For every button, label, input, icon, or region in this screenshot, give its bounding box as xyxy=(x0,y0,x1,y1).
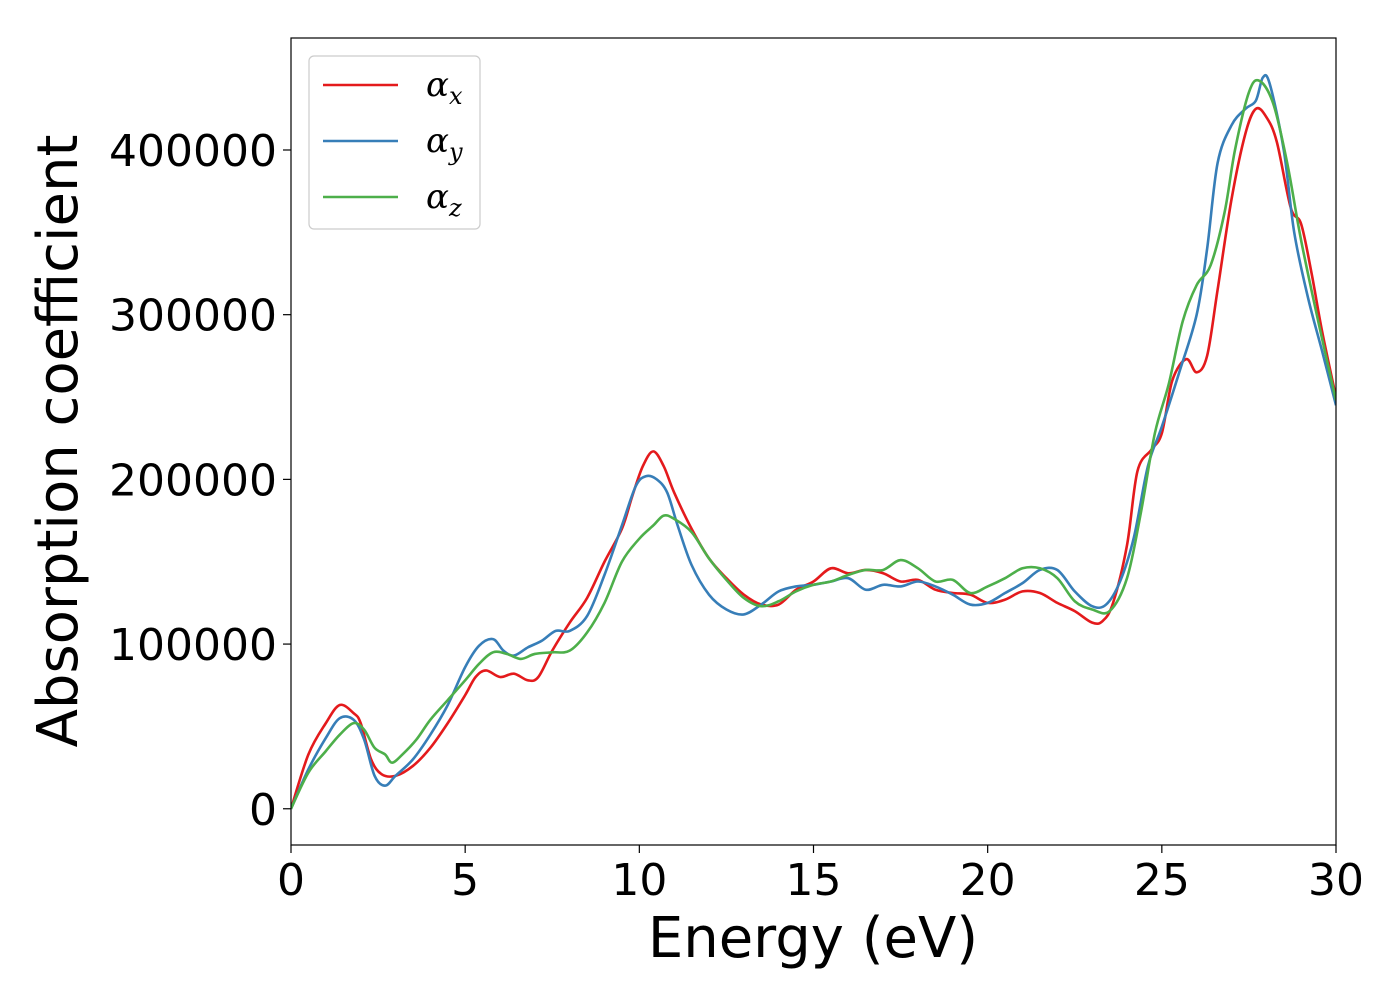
x-tick-label: 15 xyxy=(786,855,842,906)
y-tick-label: 0 xyxy=(249,785,277,836)
y-tick-label: 200000 xyxy=(109,455,277,506)
series-line-z xyxy=(291,78,1336,810)
x-tick-label: 20 xyxy=(960,855,1016,906)
x-tick-label: 25 xyxy=(1134,855,1190,906)
x-tick-label: 0 xyxy=(277,855,305,906)
series-layer xyxy=(291,73,1336,810)
y-tick-label: 400000 xyxy=(109,126,277,177)
legend-box xyxy=(308,55,481,230)
series-line-x xyxy=(291,106,1336,810)
x-tick-label: 5 xyxy=(451,855,479,906)
y-tick-label: 100000 xyxy=(109,620,277,671)
legend-label-y: αy xyxy=(426,121,463,166)
legend-label-z: αz xyxy=(426,177,462,222)
x-axis-title: Energy (eV) xyxy=(648,906,978,971)
x-tick-label: 30 xyxy=(1308,855,1364,906)
y-axis-title: Absorption coefficient xyxy=(26,135,91,748)
legend-label-x: αx xyxy=(426,65,463,110)
ticks-layer: 0 5 10 15 20 25 30 0 100000 200000 300000 400000 xyxy=(109,126,1364,906)
y-tick-label: 300000 xyxy=(109,291,277,342)
x-tick-label: 10 xyxy=(611,855,667,906)
legend: αx αy αz xyxy=(308,55,481,230)
